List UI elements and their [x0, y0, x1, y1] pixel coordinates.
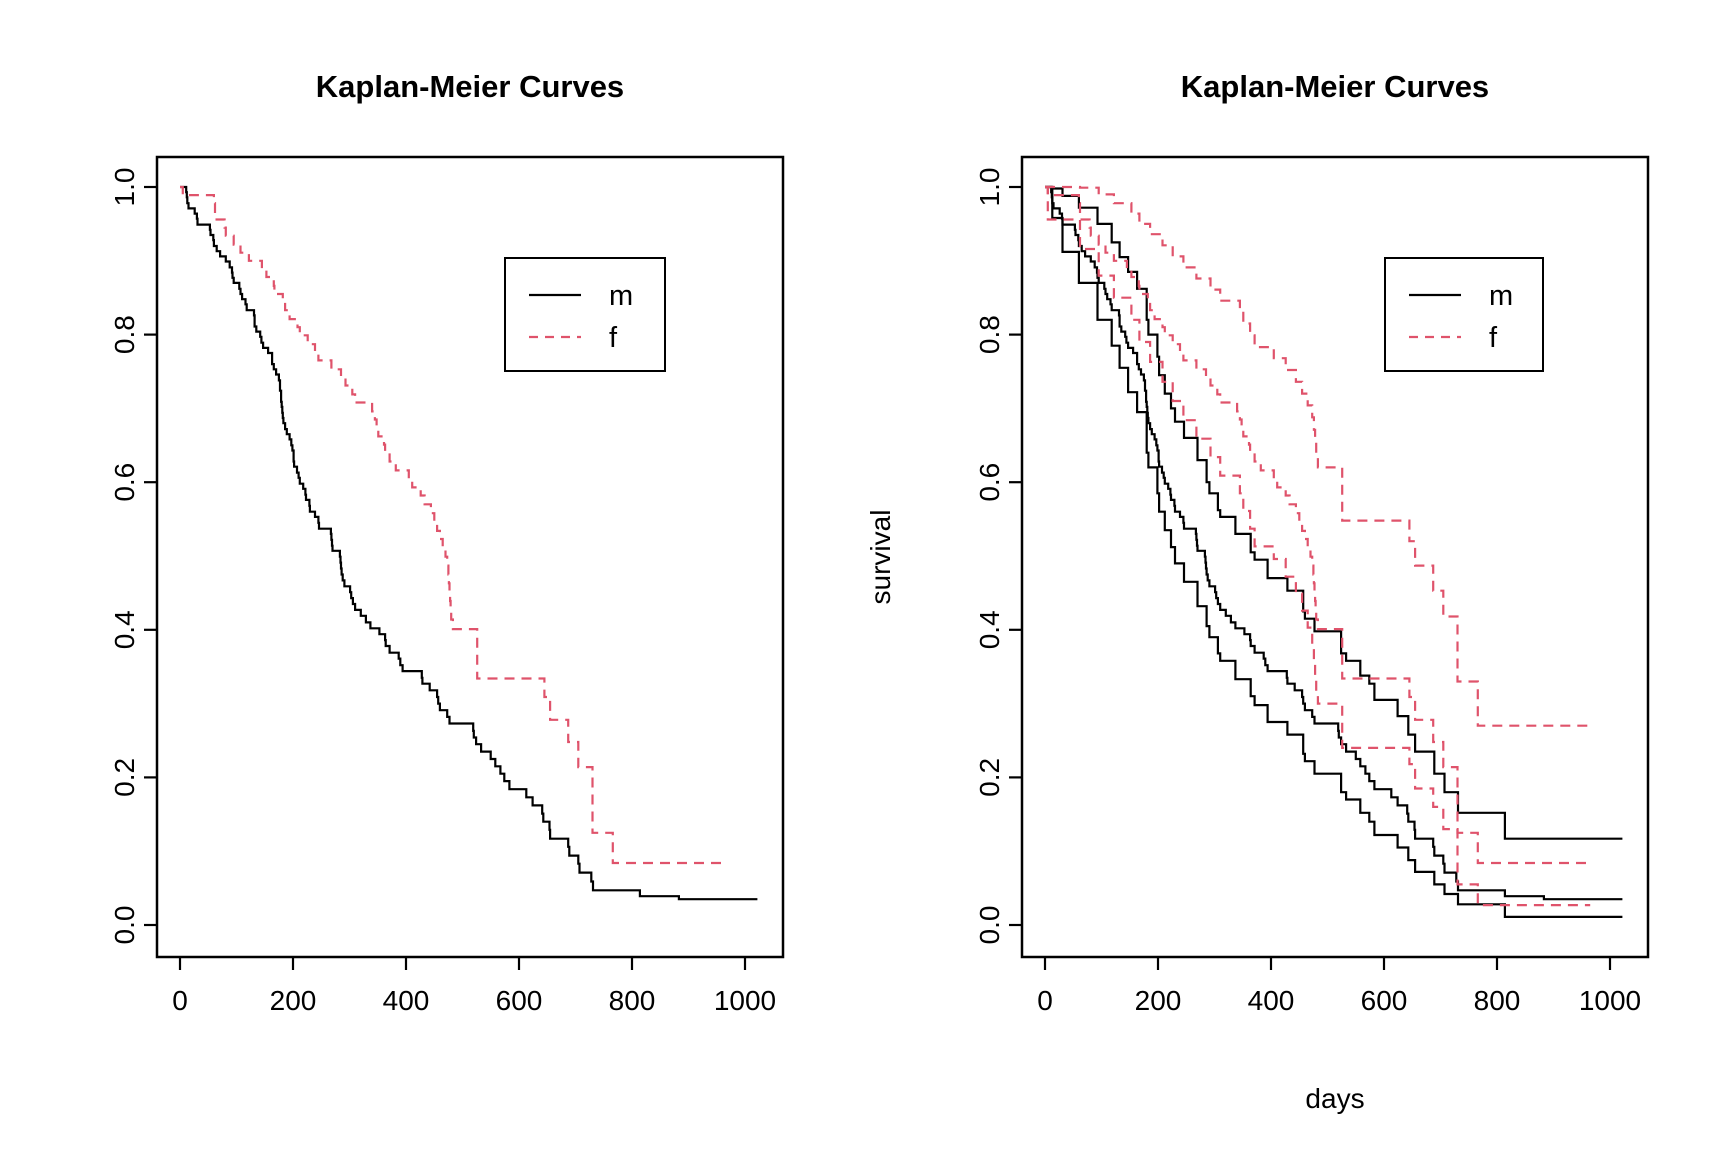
km-curve-m — [1045, 185, 1623, 901]
y-tick-label: 0.8 — [109, 315, 140, 354]
x-tick-label: 0 — [172, 985, 188, 1016]
y-tick-label: 1.0 — [109, 168, 140, 207]
y-tick-label: 0.4 — [974, 610, 1005, 649]
x-tick-label: 0 — [1037, 985, 1053, 1016]
legend-box — [1384, 257, 1544, 372]
y-tick-label: 1.0 — [974, 168, 1005, 207]
x-tick-label: 1000 — [714, 985, 776, 1016]
y-tick-label: 0.8 — [974, 315, 1005, 354]
right-y-axis-label: survival — [865, 510, 896, 605]
x-tick-label: 200 — [1135, 985, 1182, 1016]
x-tick-label: 200 — [270, 985, 317, 1016]
x-tick-label: 600 — [1361, 985, 1408, 1016]
km-curve-f — [180, 185, 726, 865]
y-tick-label: 0.4 — [109, 610, 140, 649]
left-panel: 0 200 400 600 800 1000 0.0 0.2 0.4 0.6 0.8 1.0 mf — [109, 155, 785, 1016]
plot-box — [155, 155, 785, 959]
x-tick-label: 1000 — [1579, 985, 1641, 1016]
right-panel: 0 200 400 600 800 1000 0.0 0.2 0.4 0.6 0.8 1.0 mf — [974, 155, 1650, 1016]
km-curve-f — [1045, 185, 1591, 865]
right-plot-title: Kaplan-Meier Curves — [1181, 69, 1489, 104]
legend-label-m: m — [609, 280, 633, 312]
legend-label-f: f — [609, 322, 618, 354]
km-curve-f_lower — [1045, 185, 1591, 907]
km-curve-f_upper — [1045, 185, 1591, 727]
y-tick-label: 0.6 — [974, 463, 1005, 502]
right-x-axis-label: days — [1305, 1083, 1364, 1114]
x-tick-label: 400 — [383, 985, 430, 1016]
y-tick-label: 0.0 — [109, 906, 140, 945]
y-tick-label: 0.2 — [974, 758, 1005, 797]
y-tick-label: 0.6 — [109, 463, 140, 502]
x-tick-label: 800 — [1474, 985, 1521, 1016]
km-curve-m_upper — [1045, 185, 1623, 840]
x-tick-label: 400 — [1248, 985, 1295, 1016]
legend-label-f: f — [1489, 322, 1498, 354]
km-curve-m_lower — [1045, 185, 1623, 918]
legend-box — [504, 257, 666, 372]
x-tick-label: 600 — [496, 985, 543, 1016]
km-curve-m — [180, 185, 758, 901]
legend-label-m: m — [1489, 280, 1513, 312]
left-plot-title: Kaplan-Meier Curves — [316, 69, 624, 104]
plot-box — [1020, 155, 1650, 959]
y-tick-label: 0.2 — [109, 758, 140, 797]
x-tick-label: 800 — [609, 985, 656, 1016]
y-tick-label: 0.0 — [974, 906, 1005, 945]
